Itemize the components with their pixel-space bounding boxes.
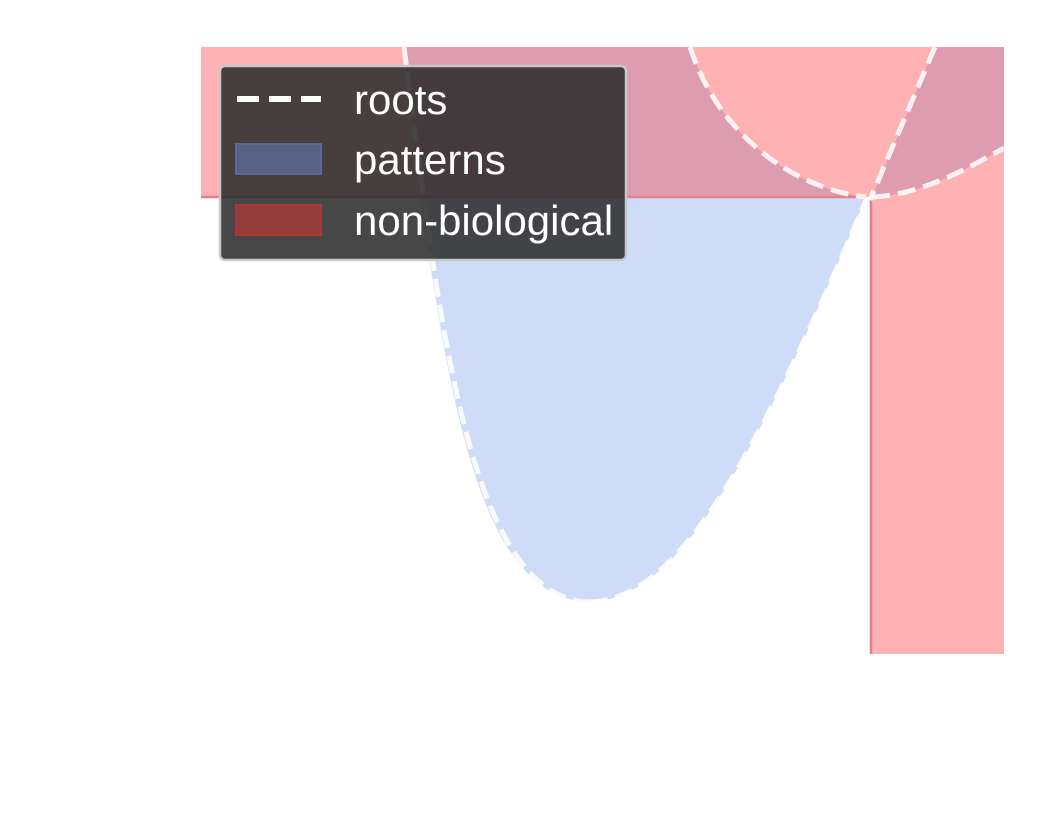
legend: roots patterns non-biological: [218, 64, 628, 262]
legend-swatch-patterns: [235, 143, 322, 175]
roots-curve-inner: [589, 199, 869, 605]
legend-swatch-non-biological: [235, 204, 322, 236]
overlap-region-right: [872, 47, 1004, 197]
legend-label-patterns: patterns: [354, 136, 506, 183]
patterns-region: [420, 197, 866, 602]
legend-label-non-biological: non-biological: [354, 197, 613, 244]
non-biological-region-right: [871, 197, 1004, 654]
legend-label-roots: roots: [354, 76, 447, 123]
roots-curve-far-right: [871, 145, 1004, 200]
roots-curve-upper: [687, 47, 867, 200]
roots-curve-right: [867, 47, 938, 201]
